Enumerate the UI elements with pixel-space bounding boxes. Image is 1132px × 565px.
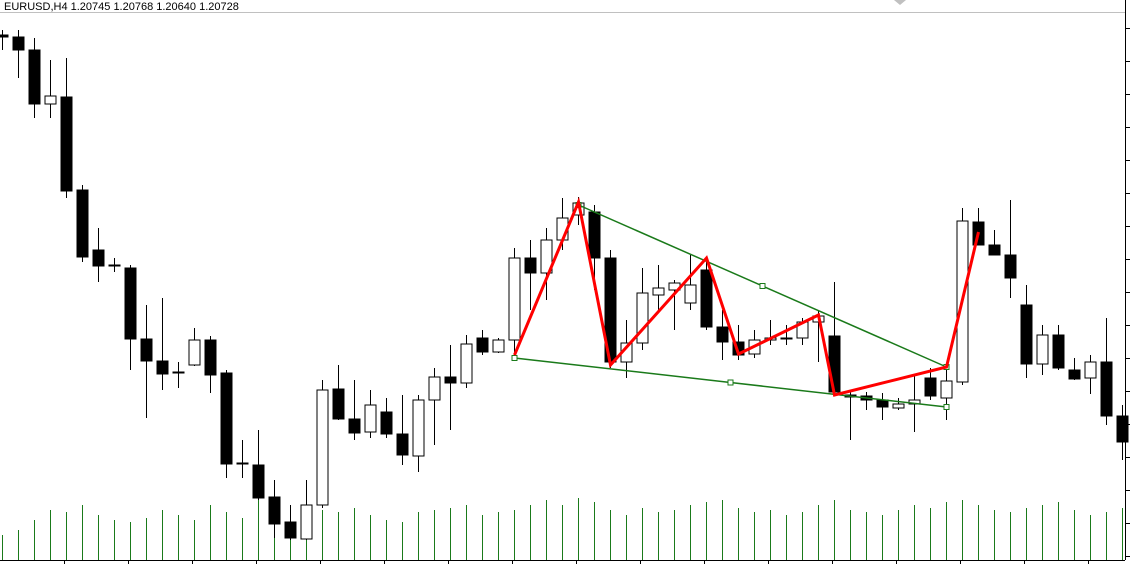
- channel-anchor: [511, 355, 518, 361]
- candle-body: [236, 462, 249, 465]
- candle-body: [284, 521, 297, 539]
- candle-body: [0, 34, 9, 38]
- candle-body: [140, 338, 153, 362]
- candle-body: [924, 377, 937, 397]
- candle-body: [636, 292, 649, 344]
- candle-body: [876, 399, 889, 408]
- candle-body: [348, 418, 361, 434]
- candle-body: [460, 343, 473, 384]
- candle-body: [364, 404, 377, 433]
- channel-anchor: [943, 404, 950, 410]
- shift-marker: [894, 0, 906, 5]
- candle-body: [1116, 415, 1129, 443]
- candle-body: [1020, 304, 1033, 365]
- candle-body: [476, 337, 489, 353]
- chart-title: EURUSD,H4 1.20745 1.20768 1.20640 1.2072…: [4, 1, 239, 13]
- candle-body: [1084, 361, 1097, 379]
- candle-body: [172, 371, 185, 374]
- candle-body: [28, 49, 41, 105]
- candle-body: [588, 211, 601, 259]
- candle-body: [332, 388, 345, 420]
- candle-body: [252, 464, 265, 499]
- candle-body: [204, 339, 217, 376]
- candle-body: [940, 380, 953, 399]
- candle-body: [1100, 361, 1113, 417]
- channel-anchor: [727, 379, 734, 386]
- candle-body: [268, 496, 281, 525]
- candle-body: [92, 249, 105, 267]
- candle-body: [300, 504, 313, 540]
- candle-body: [124, 267, 137, 340]
- candle-body: [524, 257, 537, 274]
- candle-body: [1004, 254, 1017, 279]
- candle-body: [716, 326, 729, 343]
- candle-body: [12, 36, 25, 51]
- candle-body: [492, 339, 505, 353]
- candle-body: [508, 257, 521, 341]
- candle-body: [108, 264, 121, 267]
- candle-body: [76, 189, 89, 258]
- candle-body: [828, 335, 841, 393]
- candle-body: [156, 360, 169, 375]
- candle-body: [988, 244, 1001, 256]
- candle-body: [652, 287, 665, 296]
- zigzag-line: [513, 196, 980, 397]
- candle-body: [396, 433, 409, 456]
- channel-anchor: [759, 283, 766, 289]
- candle-body: [44, 95, 57, 105]
- candle-body: [1036, 334, 1049, 365]
- candle-body: [892, 403, 905, 409]
- candle-body: [540, 239, 553, 274]
- candle-body: [188, 339, 201, 366]
- candle-body: [684, 284, 697, 304]
- axis-ticks: [64, 28, 1130, 564]
- candle-body: [1068, 369, 1081, 380]
- candle-body: [220, 372, 233, 465]
- candle-body: [412, 399, 425, 457]
- candle-body: [60, 96, 73, 192]
- candle-body: [428, 376, 441, 401]
- candle-body: [316, 389, 329, 506]
- candle-body: [700, 269, 713, 328]
- candle-body: [780, 337, 793, 340]
- candle-body: [444, 376, 457, 384]
- candle-body: [1052, 334, 1065, 369]
- candle-body: [380, 411, 393, 435]
